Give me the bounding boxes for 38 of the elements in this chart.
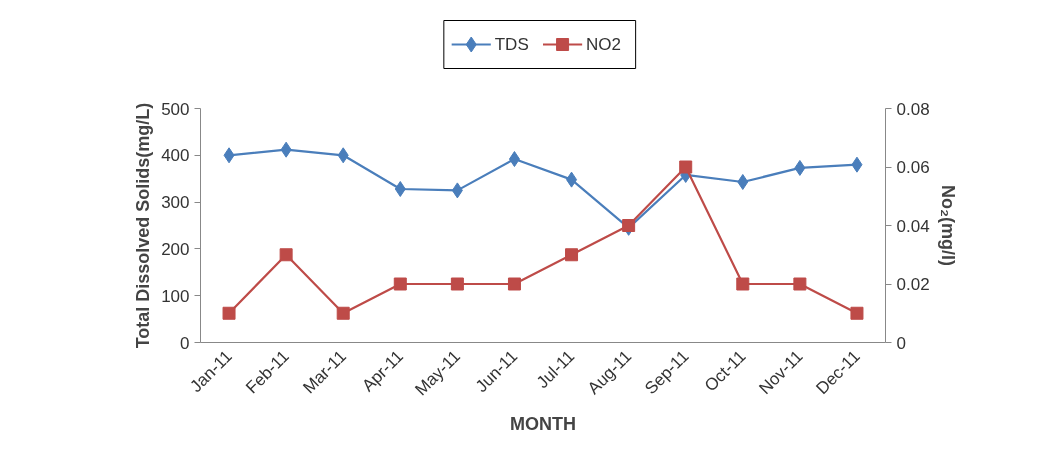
legend-label: NO2 — [586, 35, 622, 54]
point — [566, 171, 578, 188]
point — [451, 182, 463, 199]
point — [450, 277, 464, 291]
x-axis-title: MONTH — [510, 414, 577, 435]
point — [851, 156, 863, 173]
y-tick-label: 0 — [180, 333, 190, 353]
point — [222, 306, 236, 320]
point — [736, 277, 750, 291]
point — [223, 147, 235, 164]
point — [280, 141, 292, 158]
point — [565, 248, 579, 262]
point — [337, 147, 349, 164]
point — [508, 151, 520, 168]
point — [394, 181, 406, 197]
y2-tick-label: 0.04 — [896, 216, 930, 236]
y2-tick-label: 0 — [896, 333, 906, 353]
point — [679, 160, 693, 174]
point — [794, 159, 806, 176]
point — [279, 248, 293, 262]
y-tick-label: 300 — [161, 193, 190, 213]
y-axis-title: Total Dissolved Solids(mg/L) — [133, 102, 154, 349]
y-tick-label: 400 — [161, 146, 190, 166]
y-tick-label: 500 — [161, 99, 190, 119]
y2-tick-label: 0.08 — [896, 99, 930, 119]
y2-tick-label: 0.02 — [896, 275, 930, 294]
y2-axis-title: No₂(mg/l) — [937, 185, 958, 266]
y2-tick-label: 0.06 — [896, 158, 930, 177]
y-tick-label: 200 — [161, 239, 190, 259]
point — [622, 219, 636, 232]
point — [737, 173, 749, 190]
point — [850, 306, 864, 320]
point — [393, 277, 407, 291]
y-tick-label: 100 — [161, 286, 190, 306]
legend-label: TDS — [494, 35, 529, 54]
point — [507, 277, 521, 291]
point — [336, 306, 350, 320]
point — [793, 277, 807, 291]
